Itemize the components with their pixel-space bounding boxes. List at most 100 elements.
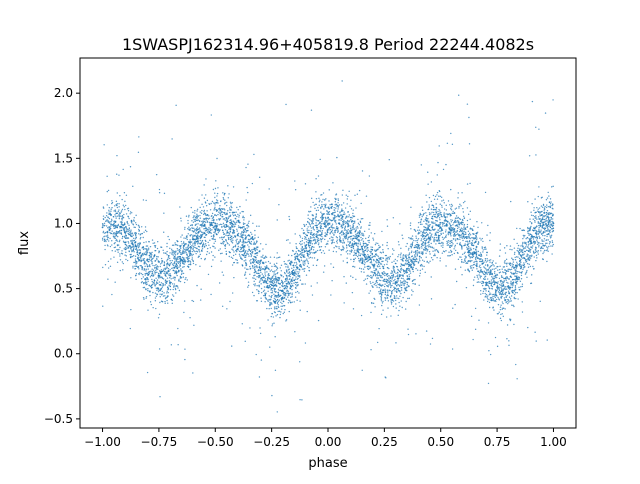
data-point [458, 230, 461, 233]
data-point [410, 266, 412, 269]
data-point [522, 264, 525, 267]
data-point [121, 219, 123, 221]
data-point [486, 260, 489, 262]
data-point [274, 298, 277, 301]
data-point [551, 213, 554, 215]
data-point [262, 281, 265, 284]
data-point [486, 298, 489, 300]
data-point [535, 254, 538, 257]
data-point [398, 285, 401, 287]
data-point [196, 284, 198, 287]
data-point [317, 206, 319, 209]
data-point [258, 284, 260, 287]
data-point [548, 201, 551, 203]
data-point [141, 226, 143, 228]
data-point [393, 268, 395, 270]
data-point [125, 226, 127, 228]
data-point [307, 221, 309, 223]
data-point [116, 226, 118, 229]
data-point [407, 269, 409, 271]
data-point [147, 289, 149, 292]
data-point [536, 241, 539, 243]
data-point [152, 306, 154, 309]
data-point [476, 274, 478, 277]
data-point [407, 254, 409, 256]
data-point [276, 299, 279, 301]
data-point [227, 185, 229, 187]
data-point [355, 233, 357, 236]
data-point [405, 245, 407, 248]
data-point [454, 219, 456, 221]
data-point [123, 213, 125, 216]
data-point [443, 212, 445, 214]
data-point [337, 206, 340, 208]
data-point [515, 280, 517, 283]
data-point [119, 269, 122, 272]
data-point [426, 234, 428, 236]
data-point [397, 272, 399, 274]
data-point [196, 243, 199, 245]
data-point [184, 228, 186, 230]
data-point [161, 290, 163, 293]
data-point [113, 246, 116, 249]
data-point [362, 258, 364, 261]
data-point [265, 261, 267, 263]
data-point [331, 229, 334, 231]
data-point [429, 239, 431, 242]
data-point [134, 268, 136, 270]
data-point [527, 201, 529, 203]
data-point [291, 280, 294, 283]
data-point [544, 244, 547, 246]
data-point [111, 202, 113, 205]
data-point [517, 250, 520, 253]
data-point [428, 196, 431, 199]
data-point [183, 245, 185, 247]
data-point [537, 231, 539, 233]
data-point [299, 240, 302, 243]
data-point [130, 277, 132, 279]
data-point [135, 223, 138, 226]
data-point [271, 265, 273, 268]
data-point [545, 225, 548, 227]
data-point [133, 251, 135, 253]
data-point [545, 213, 548, 216]
data-point [255, 260, 258, 263]
data-point [286, 283, 288, 285]
data-point [430, 234, 432, 237]
data-point [428, 240, 430, 242]
data-point [259, 327, 261, 329]
data-point [435, 231, 438, 233]
data-point [413, 261, 416, 263]
data-point [183, 263, 186, 265]
data-point [271, 394, 273, 397]
data-point [232, 226, 234, 228]
data-point [303, 250, 306, 252]
data-point [111, 244, 113, 246]
data-point [549, 226, 552, 229]
data-point [308, 266, 310, 269]
data-point [541, 240, 544, 242]
data-point [303, 251, 306, 253]
data-point [167, 267, 170, 270]
data-point [101, 239, 104, 241]
data-point [505, 279, 507, 281]
data-point [190, 241, 192, 243]
data-point [414, 278, 416, 281]
data-point [130, 235, 133, 238]
data-point [469, 210, 472, 213]
data-point [197, 232, 199, 234]
data-point [273, 308, 276, 310]
data-point [267, 260, 270, 263]
data-point [296, 253, 298, 255]
data-point [350, 244, 352, 247]
data-point [262, 294, 265, 297]
data-point [414, 246, 416, 249]
data-point [486, 251, 489, 254]
data-point [309, 244, 312, 246]
data-point [186, 238, 188, 241]
data-point [174, 276, 176, 279]
data-point [247, 240, 249, 243]
data-point [370, 274, 372, 277]
data-point [225, 240, 228, 242]
data-point [535, 230, 538, 232]
